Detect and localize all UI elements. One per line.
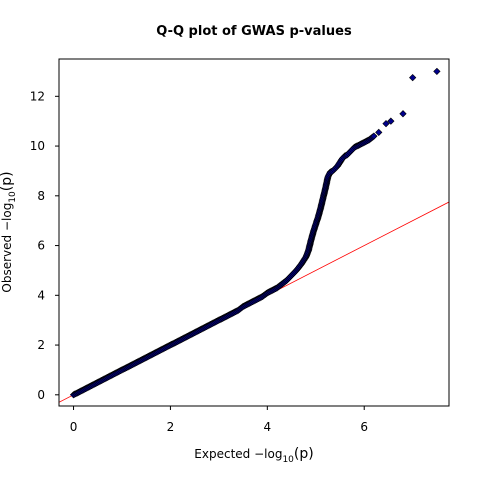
x-axis-label-arg: (p) [294, 446, 314, 462]
y-tick-label: 4 [37, 288, 45, 302]
y-axis-label-arg: (p) [0, 171, 15, 191]
data-point [409, 74, 417, 82]
plot-area [59, 67, 449, 403]
y-tick-label: 2 [37, 338, 45, 352]
x-tick-label: 0 [70, 420, 78, 434]
chart-title: Q-Q plot of GWAS p-values [156, 24, 352, 39]
plot-frame [58, 58, 450, 407]
data-point [387, 117, 395, 125]
data-point [375, 128, 383, 137]
y-axis-label-base: 10 [8, 191, 18, 203]
x-tick-label: 2 [167, 420, 175, 434]
y-tick-label: 6 [37, 239, 45, 253]
y-tick-label: 0 [37, 388, 45, 402]
x-tick-label: 6 [360, 420, 368, 434]
x-axis-label: Expected −log10(p) [194, 446, 313, 465]
y-axis: 0 2 4 6 8 10 12 [30, 89, 59, 402]
data-point [399, 110, 407, 118]
y-tick-label: 8 [37, 189, 45, 203]
x-axis: 0 2 4 6 [70, 406, 368, 434]
y-tick-label: 10 [30, 139, 45, 153]
x-axis-label-base: 10 [282, 455, 294, 465]
x-tick-label: 4 [264, 420, 272, 434]
data-point [370, 132, 378, 140]
y-axis-label: Observed −log10(p) [0, 171, 18, 292]
data-point [382, 120, 390, 128]
data-point [433, 67, 441, 76]
y-tick-label: 12 [30, 89, 45, 103]
